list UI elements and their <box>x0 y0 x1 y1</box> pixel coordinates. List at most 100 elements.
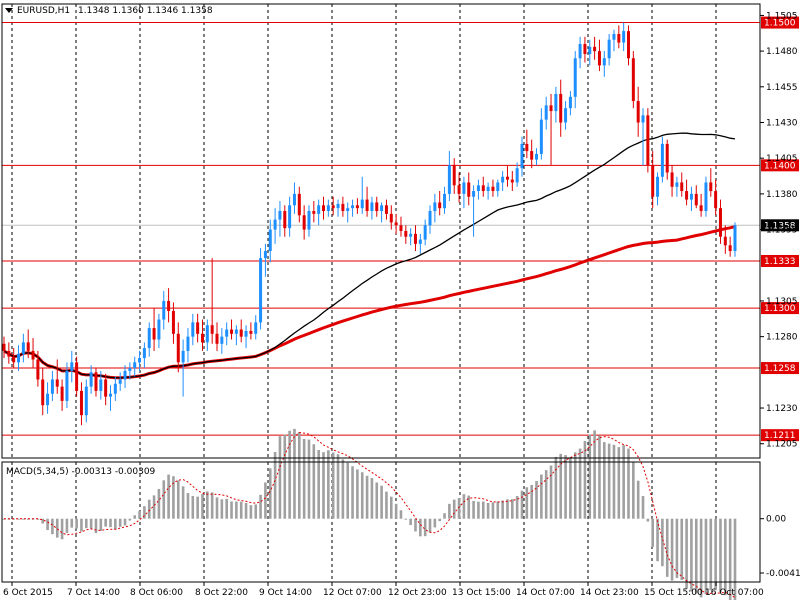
macd-bar <box>365 475 369 519</box>
candle-body <box>263 250 267 259</box>
candle-body <box>564 108 568 123</box>
candle-body <box>60 386 64 401</box>
candle-body <box>607 39 611 59</box>
candle-body <box>636 101 640 123</box>
candle-body <box>99 379 103 391</box>
macd-bar <box>733 518 737 604</box>
candle-body <box>685 191 689 200</box>
macd-bar <box>75 518 78 529</box>
candle-body <box>467 182 471 197</box>
macd-bar <box>298 432 301 519</box>
candle-body <box>728 245 732 251</box>
level-label-box <box>761 16 799 29</box>
macd-bar <box>273 451 277 519</box>
macd-bar <box>457 498 461 519</box>
macd-bar <box>419 518 422 537</box>
candle-body <box>181 350 185 363</box>
candle-body <box>196 322 200 334</box>
macd-bar <box>646 518 650 522</box>
main-frame <box>1 3 761 459</box>
macd-bar <box>675 518 679 578</box>
macd-bar <box>627 448 630 519</box>
candle-body <box>41 379 45 406</box>
macd-bar <box>235 501 238 519</box>
macd-bar <box>515 496 519 519</box>
macd-bar <box>283 434 287 519</box>
candle-body <box>351 205 355 209</box>
candle-body <box>244 330 248 337</box>
macd-bar <box>225 498 228 519</box>
candle-body <box>186 336 190 351</box>
macd-bar <box>496 501 500 519</box>
candle-body <box>389 213 393 223</box>
macd-bar <box>554 456 558 519</box>
macd-bar <box>540 474 543 519</box>
candle-body <box>239 329 243 337</box>
macd-bar <box>307 439 311 519</box>
macd-bar <box>699 518 703 598</box>
macd-bar <box>549 465 553 519</box>
candle-body <box>428 211 432 226</box>
candle-body <box>646 115 650 166</box>
macd-bar <box>709 518 713 591</box>
candle-body <box>472 191 476 197</box>
price-tick-label: 1.1280 <box>766 333 798 343</box>
candle-body <box>496 182 500 192</box>
candle-body <box>380 205 384 212</box>
candle-body <box>602 58 606 66</box>
date-tick-label: 16 Oct 07:00 <box>705 588 764 598</box>
candle-body <box>268 229 272 251</box>
macd-bar <box>143 506 146 519</box>
candle-body <box>593 46 597 52</box>
macd-bar <box>84 518 88 529</box>
macd-bar <box>181 486 185 519</box>
candle-body <box>559 93 563 123</box>
macd-bar <box>641 496 645 519</box>
candle-body <box>215 333 219 344</box>
candle-body <box>307 211 311 230</box>
candle-body <box>588 46 592 54</box>
macd-tick-label: -0.00412 <box>766 569 800 579</box>
current-price-box <box>761 219 799 232</box>
candle-body <box>278 211 282 220</box>
macd-bar <box>583 440 587 519</box>
moving-averages <box>3 132 736 380</box>
candle-body <box>409 233 413 237</box>
macd-bar <box>210 492 214 519</box>
macd-bar <box>535 480 538 519</box>
price-tick-label: 1.1305 <box>766 297 798 307</box>
macd-bar <box>433 518 437 528</box>
level-label: 1.1400 <box>764 161 796 171</box>
macd-bar <box>690 518 693 592</box>
dropdown-triangle-icon[interactable] <box>5 8 13 13</box>
macd-bar <box>7 518 11 520</box>
candle-body <box>152 328 156 340</box>
candlestick-series <box>2 22 737 426</box>
candle-body <box>544 105 548 120</box>
candle-body <box>626 31 630 59</box>
macd-bar <box>385 491 388 519</box>
price-tick-label: 1.1455 <box>766 83 798 93</box>
level-label: 1.1333 <box>764 257 796 267</box>
candle-body <box>670 172 674 187</box>
candle-body <box>535 153 539 160</box>
symbol-label: EURUSD,H1 <box>17 6 70 16</box>
macd-bar <box>404 518 408 520</box>
candle-body <box>413 233 417 244</box>
macd-bar <box>322 452 325 519</box>
date-tick-label: 8 Oct 06:00 <box>130 588 183 598</box>
macd-bar <box>414 518 417 532</box>
price-tick-label: 1.1505 <box>766 11 798 21</box>
macd-frame <box>1 461 761 583</box>
macd-signal-line <box>4 431 736 599</box>
candle-body <box>254 322 258 334</box>
candle-body <box>234 329 238 334</box>
level-label-box <box>761 362 799 375</box>
date-tick-label: 14 Oct 23:00 <box>580 588 639 598</box>
candle-body <box>283 211 287 229</box>
macd-bar <box>525 487 529 519</box>
macd-bar <box>593 430 596 519</box>
macd-bar <box>215 497 219 519</box>
macd-bar <box>704 518 708 595</box>
